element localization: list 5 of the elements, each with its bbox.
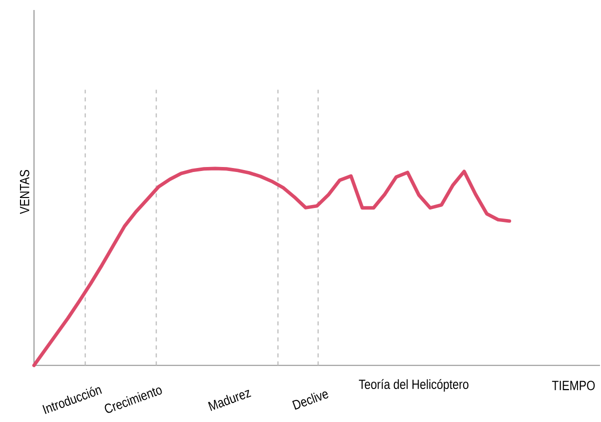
text: Teoría del Helicóptero bbox=[358, 379, 468, 392]
x-axis-title: TIEMPO bbox=[552, 380, 595, 390]
y-axis-title: VENTAS bbox=[20, 170, 30, 214]
text: Madurez bbox=[208, 390, 252, 411]
text: Declive bbox=[292, 391, 328, 410]
